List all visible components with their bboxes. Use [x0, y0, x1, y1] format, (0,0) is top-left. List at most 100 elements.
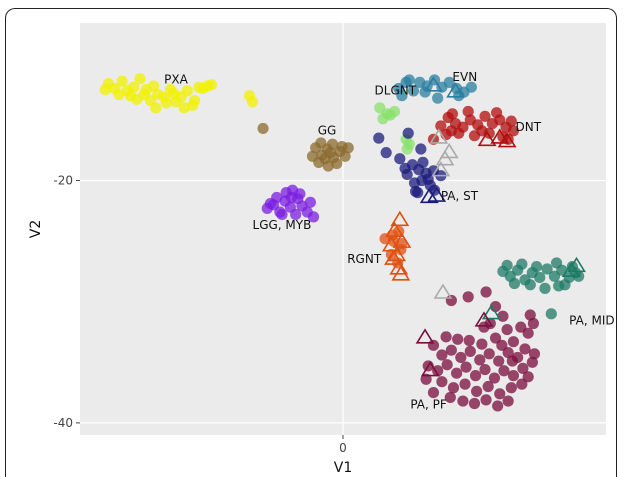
- data-point: [507, 370, 520, 382]
- data-point: [336, 141, 348, 153]
- data-point: [331, 157, 343, 170]
- triangle-marker: [431, 161, 451, 177]
- data-point: [444, 391, 456, 404]
- triangle-marker: [446, 82, 465, 98]
- data-point: [515, 321, 527, 333]
- data-point: [539, 282, 551, 294]
- data-point: [402, 127, 414, 139]
- cluster-label: DLGNT: [375, 83, 417, 97]
- data-point: [471, 385, 483, 397]
- data-point: [374, 102, 386, 114]
- data-point: [464, 345, 476, 357]
- triangle-marker: [474, 311, 494, 327]
- triangle-marker: [429, 128, 449, 144]
- data-point: [432, 365, 444, 377]
- data-point: [294, 188, 306, 200]
- data-point: [420, 373, 432, 385]
- data-point: [148, 80, 160, 92]
- data-point: [322, 160, 334, 172]
- data-point: [304, 196, 316, 208]
- triangle-marker: [490, 128, 510, 144]
- data-point: [480, 286, 492, 298]
- data-point: [501, 323, 513, 336]
- cluster-label: PA, MID: [569, 314, 614, 328]
- data-point: [507, 125, 520, 137]
- x-axis-title: V1: [334, 460, 352, 476]
- grid-layer: [80, 23, 606, 435]
- data-point: [474, 354, 486, 366]
- data-point: [427, 339, 440, 351]
- data-point: [457, 395, 469, 407]
- data-point: [530, 260, 543, 273]
- data-point: [445, 125, 457, 137]
- y-tick-label: -40: [53, 416, 73, 430]
- data-point: [451, 367, 463, 379]
- data-point: [197, 82, 209, 95]
- data-point: [339, 150, 351, 162]
- data-point: [160, 97, 172, 109]
- data-point: [409, 185, 422, 198]
- data-point: [502, 347, 514, 359]
- data-point: [524, 309, 536, 321]
- data-point: [488, 372, 501, 384]
- data-point: [178, 102, 190, 114]
- data-point: [502, 395, 514, 407]
- data-point: [469, 370, 482, 382]
- cluster-label: PA, ST: [441, 189, 479, 203]
- triangle-marker: [567, 256, 586, 273]
- triangle-marker: [390, 210, 410, 227]
- data-point: [427, 386, 440, 399]
- y-tick-label: -20: [53, 174, 73, 188]
- triangle-marker: [392, 232, 412, 248]
- data-point: [522, 371, 534, 383]
- data-point: [493, 355, 505, 367]
- data-point: [401, 168, 413, 181]
- triangle-marker: [439, 142, 459, 159]
- data-point: [482, 380, 494, 393]
- data-point: [407, 85, 420, 97]
- data-point: [134, 73, 146, 85]
- cluster-label: LGG, MYB: [253, 218, 312, 232]
- data-point: [290, 208, 302, 221]
- triangle-marker: [389, 259, 409, 275]
- data-point: [550, 257, 563, 269]
- data-point: [276, 208, 288, 221]
- data-point: [315, 137, 327, 149]
- data-point: [435, 120, 447, 132]
- data-point: [528, 348, 541, 360]
- triangle-marker: [477, 130, 497, 147]
- triangle-marker: [561, 261, 581, 278]
- data-point: [490, 107, 503, 119]
- data-point: [99, 84, 111, 96]
- data-point: [436, 376, 448, 388]
- triangle-marker: [419, 187, 439, 204]
- data-point: [116, 75, 128, 87]
- data-point: [516, 378, 528, 390]
- data-point: [417, 156, 429, 168]
- data-point: [479, 363, 491, 376]
- data-point: [181, 85, 193, 97]
- data-point: [445, 344, 457, 356]
- data-point: [559, 279, 571, 291]
- point-layer: [99, 73, 586, 412]
- data-point: [468, 397, 481, 410]
- data-point: [480, 394, 492, 406]
- data-point: [524, 279, 536, 291]
- data-point: [476, 125, 488, 137]
- data-point: [452, 333, 464, 345]
- data-point: [483, 348, 495, 360]
- x-tick-label: 0: [339, 441, 347, 455]
- data-point: [419, 86, 431, 98]
- y-axis-title: V2: [28, 220, 44, 238]
- triangle-marker: [384, 249, 403, 265]
- data-point: [498, 365, 510, 377]
- figure-frame: [5, 8, 617, 477]
- data-point: [507, 336, 520, 348]
- data-point: [476, 338, 488, 350]
- cluster-label: DNT: [516, 120, 542, 134]
- data-point: [505, 382, 517, 394]
- data-point: [460, 361, 472, 373]
- data-point: [373, 132, 385, 144]
- data-point: [462, 291, 474, 303]
